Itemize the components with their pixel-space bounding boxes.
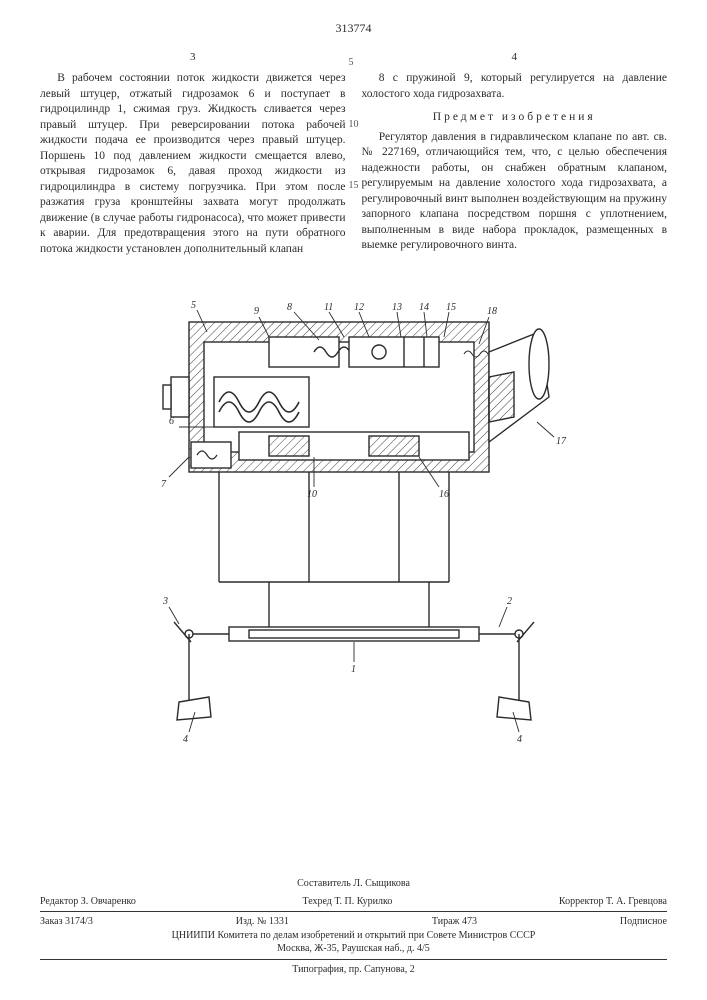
- footer-corrector: Корректор Т. А. Гревцова: [559, 895, 667, 909]
- callout-4: 4: [183, 734, 188, 745]
- callout-7: 7: [161, 479, 167, 490]
- left-paragraph: В рабочем состоянии поток жидкости движе…: [40, 71, 346, 257]
- figure-svg: 5 9 8 11 12 13 14 15 18 6 7 10 16 17 1 2…: [119, 282, 589, 752]
- line-number-gutter: 5 10 15: [349, 56, 359, 193]
- footer-compiler: Составитель Л. Сыщикова: [40, 877, 667, 891]
- callout-5: 5: [191, 300, 196, 311]
- patent-figure: 5 9 8 11 12 13 14 15 18 6 7 10 16 17 1 2…: [40, 282, 667, 752]
- callout-3: 3: [162, 596, 168, 607]
- right-paragraph-top: 8 с пружиной 9, который регулируется на …: [362, 71, 668, 102]
- callout-10: 10: [307, 489, 317, 500]
- callout-14: 14: [419, 302, 429, 313]
- footer-izd: Изд. № 1331: [236, 915, 289, 929]
- callout-8: 8: [287, 302, 292, 313]
- callout-2: 2: [507, 596, 512, 607]
- right-column: 4 8 с пружиной 9, который регулируется н…: [362, 50, 668, 258]
- document-number: 313774: [40, 20, 667, 36]
- col-number-left: 3: [40, 50, 346, 65]
- footer-org: ЦНИИПИ Комитета по делам изобретений и о…: [40, 929, 667, 943]
- col-number-right: 4: [362, 50, 668, 65]
- callout-1: 1: [351, 664, 356, 675]
- left-column: 3 В рабочем состоянии поток жидкости дви…: [40, 50, 346, 258]
- footer-addr: Москва, Ж-35, Раушская наб., д. 4/5: [40, 942, 667, 956]
- callout-18: 18: [487, 306, 497, 317]
- callout-11: 11: [324, 302, 333, 313]
- valve-body: [163, 322, 549, 582]
- footer-editor: Редактор З. Овчаренко: [40, 895, 136, 909]
- callout-4b: 4: [517, 734, 522, 745]
- callout-15: 15: [446, 302, 456, 313]
- callout-12: 12: [354, 302, 364, 313]
- callout-6: 6: [169, 416, 174, 427]
- footer-order: Заказ 3174/3: [40, 915, 93, 929]
- line-num: 15: [349, 179, 359, 193]
- callout-17: 17: [556, 436, 567, 447]
- callout-9: 9: [254, 306, 259, 317]
- callout-16: 16: [439, 489, 449, 500]
- footer-typo: Типография, пр. Сапунова, 2: [40, 963, 667, 977]
- right-paragraph-claim: Регулятор давления в гидравлическом клап…: [362, 130, 668, 254]
- line-num: 5: [349, 56, 359, 70]
- footer-block: Составитель Л. Сыщикова Редактор З. Овча…: [40, 877, 667, 976]
- footer-subscr: Подписное: [620, 915, 667, 929]
- callout-13: 13: [392, 302, 402, 313]
- subject-heading: Предмет изобретения: [362, 110, 668, 126]
- line-num: 10: [349, 118, 359, 132]
- footer-tirazh: Тираж 473: [432, 915, 477, 929]
- footer-techred: Техред Т. П. Курилко: [302, 895, 392, 909]
